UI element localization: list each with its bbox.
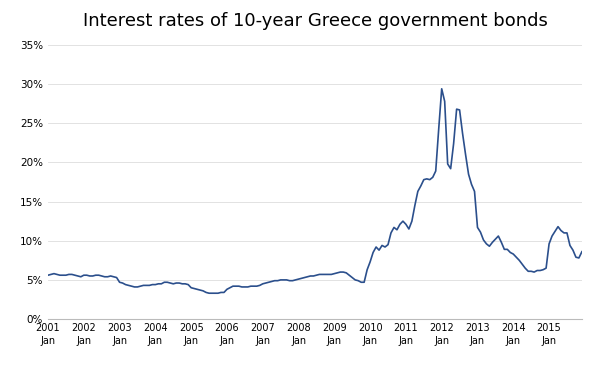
Title: Interest rates of 10-year Greece government bonds: Interest rates of 10-year Greece governm… [83,12,547,30]
